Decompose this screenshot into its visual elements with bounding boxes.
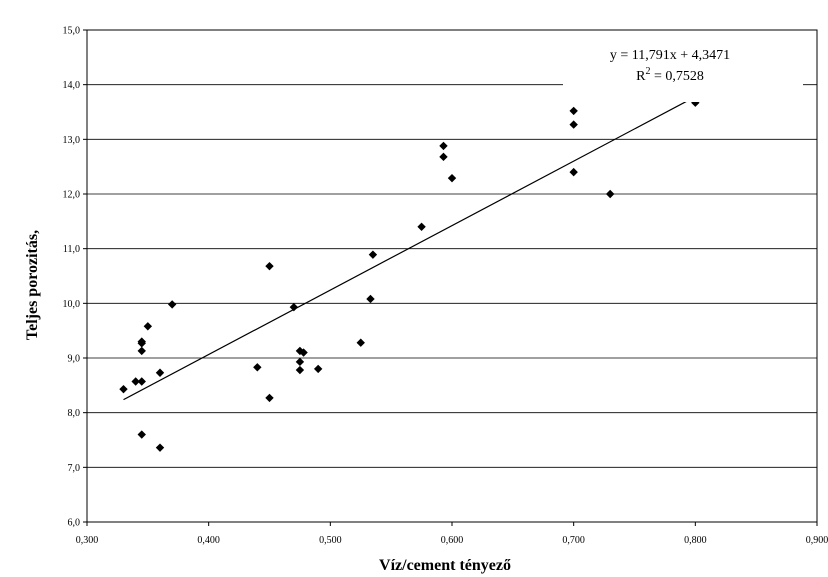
data-point — [295, 357, 305, 367]
y-tick-label: 11,0 — [63, 244, 80, 255]
data-point — [137, 430, 146, 439]
r-squared: R2 = 0,7528 — [636, 66, 704, 84]
y-tick-label: 15,0 — [63, 26, 81, 37]
y-tick-label: 6,0 — [68, 518, 81, 529]
data-point — [447, 173, 457, 183]
data-point — [295, 365, 305, 375]
data-point — [131, 377, 140, 386]
equation-box — [563, 38, 803, 102]
data-point — [569, 167, 578, 177]
y-tick-label: 14,0 — [63, 80, 81, 91]
data-point — [137, 337, 146, 346]
data-point — [439, 152, 448, 162]
data-point — [417, 222, 426, 231]
gridlines — [87, 84, 817, 468]
y-tick-label: 7,0 — [68, 463, 81, 474]
x-tick-label: 0,600 — [441, 535, 464, 546]
x-tick-label: 0,700 — [562, 535, 585, 546]
x-tick-labels: 0,300 0,400 0,500 0,600 0,700 0,800 0,900 — [76, 535, 828, 546]
plot-area-frame — [86, 29, 818, 523]
data-point — [605, 189, 615, 199]
data-point — [313, 364, 323, 374]
data-point — [119, 384, 128, 394]
data-point — [155, 443, 165, 452]
x-tick-label: 0,400 — [197, 535, 220, 546]
data-point — [368, 250, 378, 259]
data-point — [439, 141, 448, 151]
y-tick-label: 13,0 — [63, 135, 81, 146]
x-tick-label: 0,300 — [76, 535, 99, 546]
y-tick-labels: 6,0 7,0 8,0 9,0 10,0 11,0 12,0 13,0 14,0 15,0 — [63, 26, 81, 529]
data-point — [265, 261, 274, 271]
y-tick-label: 9,0 — [68, 354, 81, 365]
data-point — [356, 338, 365, 347]
trend-equation: y = 11,791x + 4,3471 — [610, 48, 730, 63]
x-tick-label: 0,800 — [684, 535, 707, 546]
data-point — [289, 302, 299, 312]
data-point — [155, 368, 165, 377]
y-tick-label: 8,0 — [68, 408, 81, 419]
data-point — [299, 348, 308, 357]
data-point — [253, 363, 262, 372]
data-point — [569, 106, 578, 116]
x-tick-label: 0,900 — [806, 535, 828, 546]
data-point — [265, 393, 274, 403]
data-point — [143, 322, 153, 331]
data-point — [137, 346, 146, 356]
data-point — [569, 120, 578, 129]
y-axis-title: Teljes porozitás, — [24, 230, 41, 340]
data-points — [119, 98, 700, 452]
axis-ticks — [83, 29, 818, 526]
y-tick-label: 10,0 — [63, 299, 81, 310]
trendline — [123, 96, 696, 401]
x-tick-label: 0,500 — [319, 535, 342, 546]
x-axis-title: Víz/cement tényező — [379, 557, 511, 574]
data-point — [137, 377, 146, 386]
data-point — [366, 294, 375, 304]
y-tick-label: 12,0 — [63, 190, 81, 201]
data-point — [167, 300, 177, 309]
